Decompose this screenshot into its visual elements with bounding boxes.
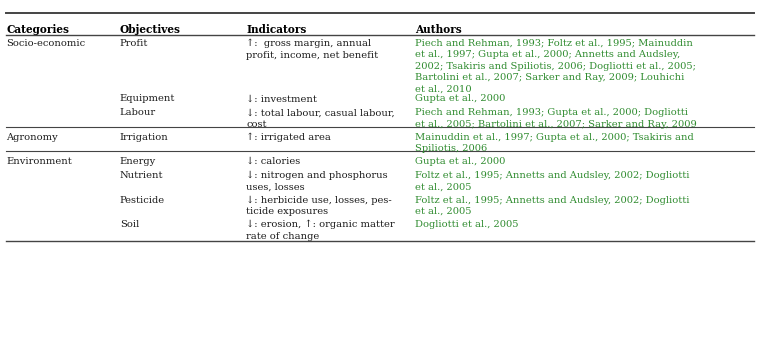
Text: ↓: total labour, casual labour,
cost: ↓: total labour, casual labour, cost [246,108,395,129]
Text: Agronomy: Agronomy [6,133,58,142]
Text: Labour: Labour [120,108,156,117]
Text: Equipment: Equipment [120,94,175,103]
Text: ↓: calories: ↓: calories [246,157,301,166]
Text: Categories: Categories [6,24,69,35]
Text: Mainuddin et al., 1997; Gupta et al., 2000; Tsakiris and
Spiliotis, 2006: Mainuddin et al., 1997; Gupta et al., 20… [415,133,694,153]
Text: Foltz et al., 1995; Annetts and Audsley, 2002; Dogliotti
et al., 2005: Foltz et al., 1995; Annetts and Audsley,… [415,171,690,191]
Text: Gupta et al., 2000: Gupta et al., 2000 [415,157,506,166]
Text: Dogliotti et al., 2005: Dogliotti et al., 2005 [415,220,519,229]
Text: Soil: Soil [120,220,139,229]
Text: Authors: Authors [415,24,462,35]
Text: Piech and Rehman, 1993; Foltz et al., 1995; Mainuddin
et al., 1997; Gupta et al.: Piech and Rehman, 1993; Foltz et al., 19… [415,39,697,94]
Text: Piech and Rehman, 1993; Gupta et al., 2000; Dogliotti
et al., 2005; Bartolini et: Piech and Rehman, 1993; Gupta et al., 20… [415,108,697,129]
Text: ↑:  gross margin, annual
profit, income, net benefit: ↑: gross margin, annual profit, income, … [246,39,378,60]
Text: Indicators: Indicators [246,24,306,35]
Text: Nutrient: Nutrient [120,171,163,180]
Text: Gupta et al., 2000: Gupta et al., 2000 [415,94,506,103]
Text: Socio-economic: Socio-economic [6,39,85,48]
Text: Irrigation: Irrigation [120,133,168,142]
Text: Foltz et al., 1995; Annetts and Audsley, 2002; Dogliotti
et al., 2005: Foltz et al., 1995; Annetts and Audsley,… [415,195,690,216]
Text: ↓: investment: ↓: investment [246,94,318,103]
Text: ↓: nitrogen and phosphorus
uses, losses: ↓: nitrogen and phosphorus uses, losses [246,171,388,192]
Text: Energy: Energy [120,157,156,166]
Text: ↑: irrigated area: ↑: irrigated area [246,133,331,142]
Text: Environment: Environment [6,157,72,166]
Text: Objectives: Objectives [120,24,180,35]
Text: ↓: herbicide use, losses, pes-
ticide exposures: ↓: herbicide use, losses, pes- ticide ex… [246,195,392,216]
Text: Profit: Profit [120,39,148,48]
Text: ↓: erosion, ↑: organic matter
rate of change: ↓: erosion, ↑: organic matter rate of ch… [246,220,395,241]
Text: Pesticide: Pesticide [120,195,165,205]
